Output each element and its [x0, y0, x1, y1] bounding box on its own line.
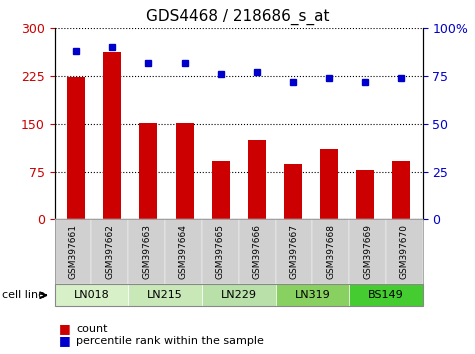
Text: GSM397665: GSM397665 [216, 224, 225, 279]
Bar [247, 140, 266, 219]
Text: count: count [76, 324, 107, 333]
Bar [320, 149, 338, 219]
Text: ■: ■ [59, 334, 71, 347]
Text: ■: ■ [59, 322, 71, 335]
Text: BS149: BS149 [368, 290, 404, 300]
Bar [284, 164, 302, 219]
Bar [356, 170, 374, 219]
Text: LN229: LN229 [221, 290, 256, 300]
Text: LN018: LN018 [74, 290, 109, 300]
Text: GSM397664: GSM397664 [179, 224, 188, 279]
Bar [392, 161, 410, 219]
Bar [104, 52, 122, 219]
Text: percentile rank within the sample: percentile rank within the sample [76, 336, 264, 346]
Text: GSM397669: GSM397669 [363, 224, 372, 279]
Bar [212, 161, 230, 219]
Bar [67, 77, 86, 219]
Text: GSM397667: GSM397667 [289, 224, 298, 279]
Bar [176, 122, 194, 219]
Text: LN215: LN215 [147, 290, 183, 300]
Text: GSM397663: GSM397663 [142, 224, 151, 279]
Text: LN319: LN319 [294, 290, 330, 300]
Text: GSM397668: GSM397668 [326, 224, 335, 279]
Text: GDS4468 / 218686_s_at: GDS4468 / 218686_s_at [146, 9, 329, 25]
Text: GSM397662: GSM397662 [105, 224, 114, 279]
Text: cell line: cell line [2, 290, 46, 300]
Text: GSM397666: GSM397666 [253, 224, 262, 279]
Text: GSM397661: GSM397661 [68, 224, 77, 279]
Bar [140, 122, 158, 219]
Text: GSM397670: GSM397670 [400, 224, 409, 279]
